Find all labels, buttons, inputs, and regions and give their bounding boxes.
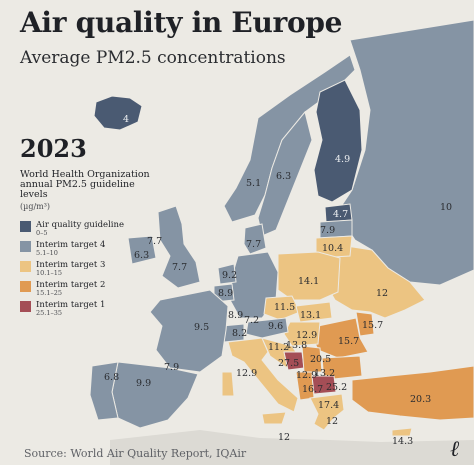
value-label-ireland: 6.3 xyxy=(134,250,149,261)
year-label: 2023 xyxy=(20,134,87,163)
value-label-serbia: 20.5 xyxy=(310,354,331,365)
value-label-netherlands: 9.2 xyxy=(222,270,237,281)
value-label-poland: 14.1 xyxy=(298,276,319,287)
value-label-croatia: 13.8 xyxy=(286,340,307,351)
country-greece xyxy=(309,393,345,431)
value-label-turkey: 20.3 xyxy=(410,394,431,405)
value-label-albania: 17.4 xyxy=(318,400,339,411)
country-russia xyxy=(341,19,474,286)
legend-swatch xyxy=(20,281,31,292)
country-sweden xyxy=(257,110,313,237)
country-cyprus xyxy=(391,427,413,437)
country-turkey xyxy=(351,365,474,421)
land-north-africa xyxy=(110,430,474,465)
legend-label: Interim target 3 xyxy=(36,260,106,270)
value-label-sweden: 6.3 xyxy=(276,171,291,182)
legend-label: Interim target 1 xyxy=(36,300,106,310)
legend-item-interim-1: Interim target 1 25.1–35 xyxy=(20,300,105,317)
value-label-norway: 5.1 xyxy=(246,178,261,189)
value-label-bulgaria: 16.7 xyxy=(302,384,323,395)
value-label-estonia: 4.7 xyxy=(333,209,348,220)
publisher-logo: ℓ xyxy=(450,437,460,462)
value-label-montenegro: 12.9 xyxy=(296,370,317,381)
country-france xyxy=(149,289,229,373)
value-label-north-macedonia: 25.2 xyxy=(326,382,347,393)
value-label-czechia: 11.5 xyxy=(274,302,295,313)
value-label-bosnia: 27.5 xyxy=(278,358,299,369)
value-label-france: 9.5 xyxy=(194,322,209,333)
value-label-luxembourg: 8.9 xyxy=(228,310,243,321)
country-north-macedonia xyxy=(311,375,337,395)
country-bulgaria xyxy=(321,355,363,381)
value-label-malta: 12 xyxy=(278,432,290,443)
country-lithuania xyxy=(315,235,353,259)
chart-title: Air quality in Europe xyxy=(20,6,343,39)
value-label-slovenia: 11.2 xyxy=(268,342,289,353)
legend-range: 10.1–15 xyxy=(36,269,62,277)
value-label-latvia: 7.9 xyxy=(320,225,335,236)
legend-swatch xyxy=(20,301,31,312)
legend-label: Air quality guideline xyxy=(36,220,125,230)
legend-item-interim-3: Interim target 3 10.1–15 xyxy=(20,260,105,277)
country-poland xyxy=(277,251,341,301)
legend-range: 25.1–35 xyxy=(36,309,62,317)
legend-label: Interim target 4 xyxy=(36,240,106,250)
country-uk xyxy=(157,205,201,289)
legend-item-guideline: Air quality guideline 0–5 xyxy=(20,220,124,237)
value-label-russia: 10 xyxy=(440,202,452,213)
country-czechia xyxy=(263,295,301,321)
legend-title: World Health Organization annual PM2.5 g… xyxy=(20,169,150,200)
value-label-romania: 15.7 xyxy=(338,336,359,347)
value-label-germany: 7.7 xyxy=(246,239,261,250)
country-netherlands xyxy=(217,263,237,285)
value-label-denmark-west: 7.7 xyxy=(147,236,162,247)
country-serbia xyxy=(301,345,323,373)
legend-swatch xyxy=(20,261,31,272)
value-label-finland: 4.9 xyxy=(335,154,350,165)
source-note: Source: World Air Quality Report, IQAir xyxy=(24,447,247,460)
value-label-uk: 7.7 xyxy=(172,262,187,273)
value-label-hungary: 12.9 xyxy=(296,330,317,341)
country-finland xyxy=(313,79,363,203)
island-sardinia xyxy=(221,371,235,397)
country-denmark xyxy=(243,223,267,255)
value-label-moldova: 15.7 xyxy=(362,320,383,331)
value-label-switzerland: 8.2 xyxy=(232,328,247,339)
value-label-lithuania: 10.4 xyxy=(322,243,343,254)
country-moldova xyxy=(355,311,375,337)
value-label-andorra: 7.9 xyxy=(164,362,179,373)
country-iceland xyxy=(93,95,143,131)
chart-subtitle: Average PM2.5 concentrations xyxy=(20,48,286,68)
value-label-italy: 12.9 xyxy=(236,368,257,379)
country-slovakia xyxy=(295,301,333,323)
value-label-portugal: 6.8 xyxy=(104,372,119,383)
value-label-ukraine: 12 xyxy=(376,288,388,299)
legend-range: 0–5 xyxy=(36,229,48,237)
legend-unit: (µg/m³) xyxy=(20,202,51,211)
legend-swatch xyxy=(20,241,31,252)
value-label-liechtenstein: 7.2 xyxy=(244,315,259,326)
legend-range: 5.1–10 xyxy=(36,249,58,257)
value-label-greece: 12 xyxy=(326,416,338,427)
legend-swatch xyxy=(20,221,31,232)
country-portugal xyxy=(89,361,119,421)
value-label-slovakia: 13.1 xyxy=(300,310,321,321)
value-label-iceland: 4 xyxy=(123,114,129,125)
legend-item-interim-4: Interim target 4 5.1–10 xyxy=(20,240,105,257)
legend-item-interim-2: Interim target 2 15.1–25 xyxy=(20,280,105,297)
value-label-kosovo: 13.2 xyxy=(314,368,335,379)
legend-label: Interim target 2 xyxy=(36,280,106,290)
country-ireland xyxy=(127,235,157,265)
legend-range: 15.1–25 xyxy=(36,289,62,297)
value-label-austria: 9.6 xyxy=(268,321,283,332)
country-austria xyxy=(245,317,289,339)
value-label-cyprus: 14.3 xyxy=(392,436,413,447)
value-label-belgium: 8.9 xyxy=(218,288,233,299)
island-sicily xyxy=(261,411,287,425)
value-label-spain: 9.9 xyxy=(136,378,151,389)
